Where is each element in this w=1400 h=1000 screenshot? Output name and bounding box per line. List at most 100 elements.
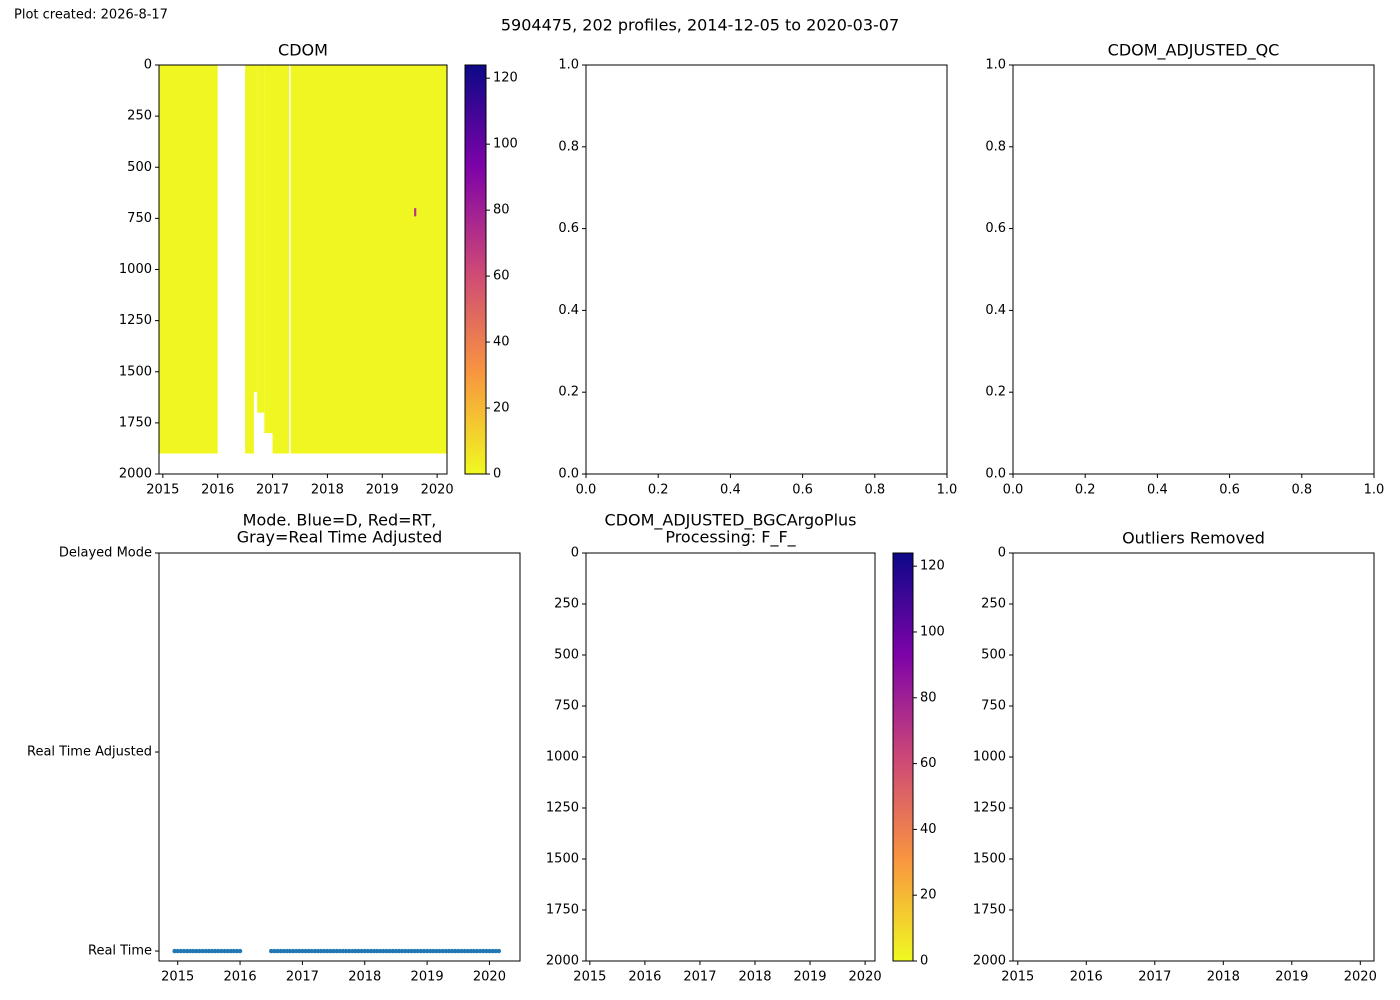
- colorbar-tick-label: 20: [920, 888, 937, 903]
- point: [418, 948, 424, 954]
- y-tick-label: 0: [144, 58, 152, 73]
- colorbar-tick-label: 100: [493, 137, 518, 152]
- colorbar-tick-label: 0: [920, 954, 928, 969]
- point: [191, 948, 196, 954]
- point: [378, 948, 383, 954]
- x-tick-label: 2019: [1275, 970, 1308, 985]
- point: [346, 948, 352, 954]
- point: [222, 948, 227, 954]
- point: [412, 948, 417, 954]
- point: [328, 948, 333, 954]
- y-tick-label: 0.2: [558, 385, 579, 400]
- point: [459, 948, 464, 954]
- point: [465, 948, 470, 954]
- point: [272, 948, 277, 954]
- y-tick-label: Real Time Adjusted: [27, 745, 152, 760]
- point: [421, 948, 427, 954]
- y-tick-label: 2000: [119, 467, 152, 482]
- y-tick-label: 0.0: [558, 467, 579, 482]
- point: [484, 948, 489, 954]
- heatmap-cell: [290, 65, 447, 454]
- point: [287, 948, 293, 954]
- y-tick-label: 250: [981, 597, 1006, 612]
- colorbar-tick-label: 120: [920, 559, 945, 574]
- panel-title: CDOM: [278, 41, 328, 60]
- point: [178, 948, 184, 954]
- point: [290, 948, 296, 954]
- point: [390, 948, 396, 954]
- point: [437, 948, 442, 954]
- panel-title: Outliers Removed: [1122, 529, 1265, 548]
- x-tick-label: 0.6: [792, 483, 813, 498]
- y-tick-label: 1500: [119, 364, 152, 379]
- colorbar-tick-label: 80: [493, 203, 510, 218]
- plot-area: [172, 948, 502, 954]
- point: [353, 948, 358, 954]
- y-tick-label: 0.4: [558, 303, 579, 318]
- point: [237, 948, 243, 954]
- y-tick-label: 0.0: [985, 467, 1006, 482]
- point: [293, 948, 299, 954]
- x-tick-label: 0.8: [1291, 483, 1312, 498]
- x-tick-label: 0.0: [1003, 483, 1024, 498]
- point: [322, 948, 327, 954]
- y-tick-label: Delayed Mode: [59, 546, 152, 561]
- point: [231, 948, 237, 954]
- x-tick-label: 2015: [1001, 970, 1034, 985]
- point: [409, 948, 414, 954]
- point: [172, 948, 177, 954]
- y-tick-label: 1.0: [558, 58, 579, 73]
- x-tick-label: 2020: [1344, 970, 1377, 985]
- colorbar-tick-label: 40: [493, 335, 510, 350]
- panel-title: CDOM_ADJUSTED_QC: [1108, 41, 1280, 61]
- y-tick-label: 1000: [546, 750, 579, 765]
- y-tick-label: 500: [554, 648, 579, 663]
- point: [431, 948, 436, 954]
- point: [325, 948, 330, 954]
- colorbar-tick-label: 60: [920, 756, 937, 771]
- axes-frame: [1012, 64, 1375, 475]
- x-tick-label: 2018: [311, 483, 344, 498]
- axes-frame: [158, 552, 521, 962]
- x-tick-label: 2018: [738, 970, 771, 985]
- point: [340, 948, 346, 954]
- y-tick-label: 250: [127, 109, 152, 124]
- y-tick-label: 1500: [546, 852, 579, 867]
- point: [269, 948, 274, 954]
- point: [440, 948, 445, 954]
- colorbar: [892, 552, 914, 962]
- y-tick-label: 0.6: [558, 221, 579, 236]
- y-tick-label: 1000: [973, 750, 1006, 765]
- point: [381, 948, 386, 954]
- point: [403, 948, 408, 954]
- colorbar-tick-label: 80: [920, 690, 937, 705]
- x-tick-label: 0.6: [1219, 483, 1240, 498]
- y-tick-label: 1500: [973, 852, 1006, 867]
- x-tick-label: 2015: [161, 970, 194, 985]
- y-tick-label: 0.4: [985, 303, 1006, 318]
- y-tick-label: 0: [571, 546, 579, 561]
- point: [371, 948, 377, 954]
- point: [181, 948, 187, 954]
- colorbar-tick-label: 40: [920, 822, 937, 837]
- x-tick-label: 2020: [421, 483, 454, 498]
- x-tick-label: 2015: [573, 970, 606, 985]
- point: [297, 948, 302, 954]
- x-tick-label: 2019: [366, 483, 399, 498]
- point: [331, 948, 336, 954]
- colorbar-tick-label: 20: [493, 401, 510, 416]
- y-tick-label: 750: [981, 699, 1006, 714]
- panel-title: Gray=Real Time Adjusted: [237, 528, 443, 547]
- point: [175, 948, 180, 954]
- x-tick-label: 0.0: [576, 483, 597, 498]
- y-tick-label: 500: [127, 160, 152, 175]
- point: [303, 948, 308, 954]
- x-tick-label: 2018: [1207, 970, 1240, 985]
- x-tick-label: 2018: [348, 970, 381, 985]
- point: [281, 948, 286, 954]
- colorbar-tick-label: 60: [493, 269, 510, 284]
- x-tick-label: 2016: [201, 483, 234, 498]
- colorbar-tick-label: 0: [493, 467, 501, 482]
